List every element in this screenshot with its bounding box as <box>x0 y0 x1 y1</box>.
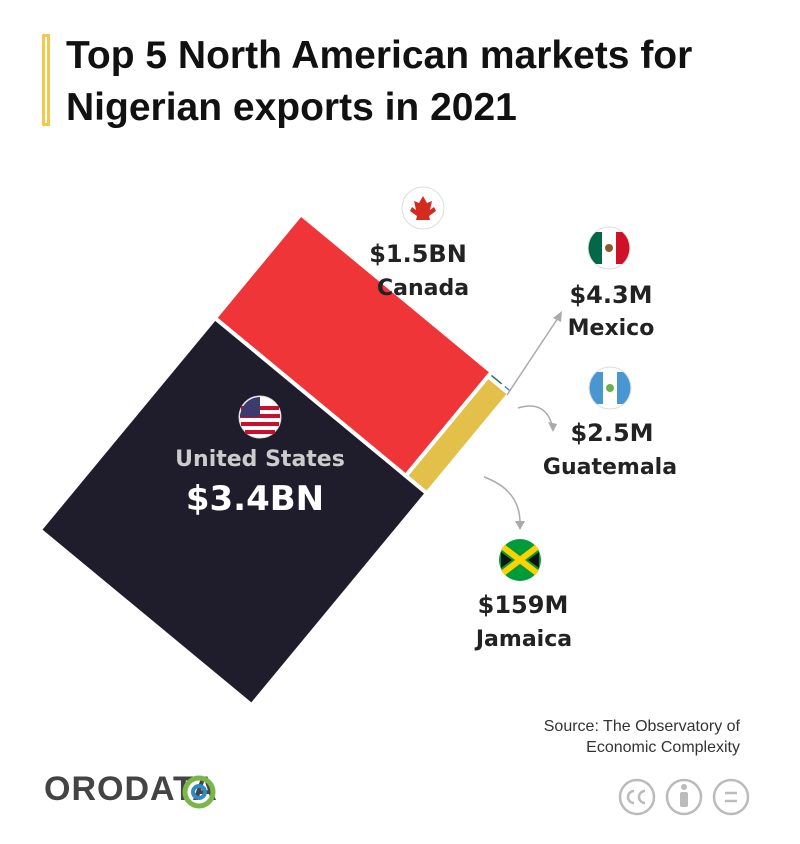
flag-canada <box>401 186 445 230</box>
chart-title: Top 5 North American markets for Nigeria… <box>66 34 693 129</box>
license-icons <box>618 778 750 816</box>
brand-mark <box>182 775 216 809</box>
category-label: United States <box>175 447 345 472</box>
value-label: $3.4BN <box>186 479 324 519</box>
value-label: $2.5M <box>570 419 653 447</box>
category-label: Jamaica <box>474 627 572 652</box>
arrow <box>517 405 553 426</box>
category-label: Mexico <box>568 316 655 341</box>
title-accent <box>42 34 50 126</box>
arrow-heads <box>515 311 562 530</box>
arrow <box>506 317 559 396</box>
license-person <box>680 784 688 807</box>
flag-jamaica <box>499 539 541 581</box>
value-label: $4.3M <box>569 281 652 309</box>
value-label: $1.5BN <box>369 240 467 268</box>
flag-guatemala <box>588 366 632 410</box>
arrows <box>483 317 559 524</box>
source-note: Source: The Observatory of Economic Comp… <box>543 718 740 756</box>
category-label: Guatemala <box>543 455 677 480</box>
treemap <box>36 211 516 708</box>
value-label: $159M <box>478 591 569 619</box>
arrow <box>483 476 521 524</box>
category-label: Canada <box>377 276 469 301</box>
flag-mexico <box>587 226 631 270</box>
flag-us <box>238 395 282 439</box>
